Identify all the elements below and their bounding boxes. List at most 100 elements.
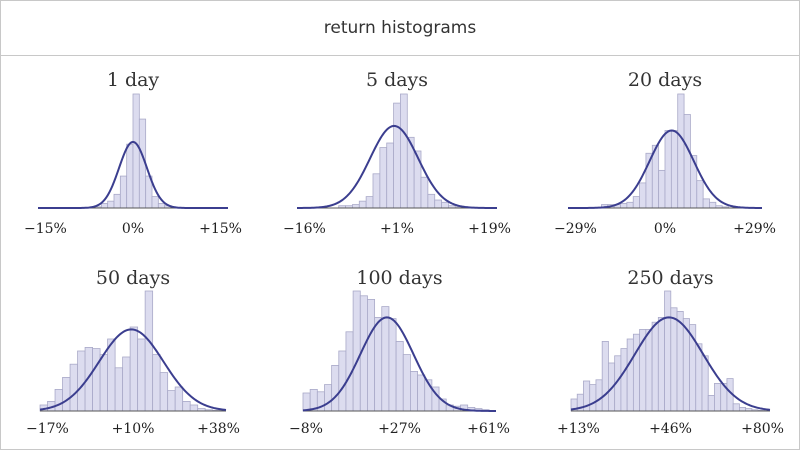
histogram-bar — [651, 321, 659, 412]
histogram-bar — [696, 180, 704, 209]
tick-label: +27% — [378, 421, 421, 437]
histogram-bar — [683, 114, 691, 209]
histogram-bar — [119, 175, 128, 209]
tick-label: +46% — [649, 421, 692, 437]
histogram-bar — [739, 406, 747, 412]
tick-label: −17% — [26, 421, 69, 437]
histogram-bar — [302, 392, 311, 412]
histogram-bar — [189, 404, 199, 412]
subplot-title: 20 days — [628, 69, 702, 91]
histogram-bar — [676, 310, 684, 412]
histogram-bar — [388, 318, 397, 412]
histogram-bar — [714, 382, 722, 412]
histogram-bar — [132, 93, 140, 209]
histogram-bar — [159, 372, 169, 412]
histogram-bar — [707, 394, 715, 412]
histogram-3: 20 days −29% 0% +29% — [554, 69, 776, 237]
histogram-bar — [372, 173, 381, 209]
histogram-2: 5 days −16% +1% +19% — [283, 69, 511, 237]
tick-label: −29% — [554, 221, 597, 237]
tick-label: +29% — [733, 221, 776, 237]
histogram-bar — [410, 370, 418, 412]
tick-label: +38% — [197, 421, 240, 437]
histogram-bar — [367, 298, 376, 412]
normal-fit-curve — [38, 140, 228, 209]
histogram-bar — [420, 176, 429, 209]
histogram-bar — [657, 316, 665, 412]
histogram-bar — [182, 400, 191, 412]
histogram-bar — [69, 363, 78, 412]
normal-fit-curve — [296, 124, 497, 209]
histogram-bar — [100, 203, 109, 209]
histogram-bar — [358, 200, 367, 209]
histogram-5: 100 days −8% +27% +61% — [289, 267, 510, 437]
tick-label: −15% — [24, 221, 67, 237]
histogram-bar — [352, 204, 360, 209]
histogram-bar — [379, 147, 388, 209]
histogram-bar — [701, 355, 709, 412]
tick-label: −16% — [283, 221, 326, 237]
histogram-bar — [434, 199, 442, 209]
histogram-bar — [352, 290, 361, 412]
histogram-bar — [374, 316, 383, 412]
histogram-bar — [620, 203, 628, 209]
tick-label: +80% — [741, 421, 784, 437]
histogram-bar — [151, 196, 159, 209]
histogram-bar — [157, 203, 166, 209]
subplot-title: 5 days — [366, 69, 428, 91]
subplot-title: 1 day — [107, 69, 160, 91]
histogram-bar — [620, 348, 628, 412]
histogram-bar — [152, 354, 161, 412]
histogram-bar — [365, 196, 374, 209]
histogram-bar — [107, 338, 116, 412]
histogram-bar — [381, 306, 390, 412]
panel-title: return histograms — [323, 18, 477, 38]
histogram-bar — [595, 379, 603, 412]
subplot-title: 250 days — [627, 267, 713, 289]
histogram-bar — [400, 93, 408, 209]
histogram-6: 250 days +13% +46% +80% — [557, 267, 784, 437]
histogram-bar — [626, 201, 634, 209]
histogram-bar — [92, 348, 101, 412]
histogram-bar — [113, 193, 121, 209]
histogram-bar — [137, 338, 146, 412]
normal-fit-curve — [570, 316, 771, 411]
histogram-bar — [114, 367, 124, 412]
tick-label: −8% — [289, 421, 323, 437]
histogram-1: 1 day −15% 0% +15% — [24, 69, 242, 237]
histogram-bar — [732, 403, 740, 412]
histogram-bar — [645, 328, 653, 412]
histogram-bar — [99, 354, 108, 412]
tick-label: +13% — [557, 421, 600, 437]
tick-label: +10% — [112, 421, 155, 437]
histogram-bar — [632, 333, 641, 412]
histogram-bar — [386, 142, 394, 209]
normal-fit-curve — [302, 316, 497, 412]
histogram-bar — [338, 350, 347, 412]
histogram-bar — [664, 130, 672, 209]
histogram-bar — [601, 340, 609, 412]
histogram-bar — [413, 150, 422, 209]
histogram-bar — [626, 338, 634, 412]
histogram-bar — [126, 143, 134, 209]
histogram-bar — [709, 201, 717, 209]
histogram-4: 50 days −17% +10% +38% — [26, 267, 240, 437]
histogram-bar — [395, 340, 404, 412]
histogram-bar — [670, 307, 678, 412]
histogram-bar — [658, 169, 666, 209]
histogram-bar — [167, 390, 176, 412]
histogram-bar — [54, 388, 63, 412]
histogram-bar — [331, 364, 340, 412]
histogram-bar — [677, 93, 685, 209]
tick-label: +19% — [468, 221, 511, 237]
histogram-bar — [632, 196, 640, 209]
histogram-bar — [664, 290, 672, 412]
histogram-bar — [122, 356, 131, 412]
histogram-bar — [129, 326, 139, 412]
histogram-bar — [695, 343, 703, 412]
normal-fit-curve — [568, 129, 762, 209]
histogram-bar — [324, 384, 333, 412]
subplot-title: 100 days — [356, 267, 442, 289]
normal-fit-curve — [39, 328, 227, 411]
histogram-bar — [417, 374, 426, 412]
